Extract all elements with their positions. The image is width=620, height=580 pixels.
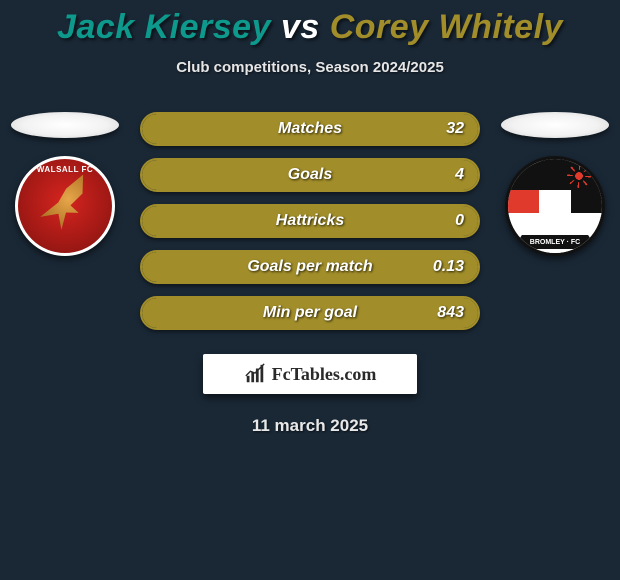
player2-name: Corey Whitely <box>330 8 563 46</box>
subtitle: Club competitions, Season 2024/2025 <box>0 59 620 76</box>
date-text: 11 march 2025 <box>0 416 620 436</box>
stat-bar-goals: Goals 4 <box>140 158 480 192</box>
stat-label: Min per goal <box>263 304 357 322</box>
headline: Jack Kiersey vs Corey Whitely <box>0 8 620 47</box>
stat-bars: Matches 32 Goals 4 Hattricks 0 Goals per… <box>140 112 480 330</box>
fctables-watermark[interactable]: FcTables.com <box>203 354 417 394</box>
right-side: BROMLEY · FC <box>500 112 610 256</box>
player2-value-ellipse <box>501 112 609 138</box>
player1-name: Jack Kiersey <box>57 8 271 46</box>
walsall-crest-icon <box>15 156 115 256</box>
stat-bar-hattricks: Hattricks 0 <box>140 204 480 238</box>
stat-value: 843 <box>437 304 464 322</box>
left-side <box>10 112 120 256</box>
stat-bar-mpg: Min per goal 843 <box>140 296 480 330</box>
vs-text: vs <box>281 8 320 46</box>
main-row: Matches 32 Goals 4 Hattricks 0 Goals per… <box>0 112 620 330</box>
player1-value-ellipse <box>11 112 119 138</box>
stat-value: 0.13 <box>433 258 464 276</box>
stat-label: Goals <box>288 166 332 184</box>
stat-label: Hattricks <box>276 212 344 230</box>
stat-bar-gpm: Goals per match 0.13 <box>140 250 480 284</box>
bromley-crest-icon: BROMLEY · FC <box>505 156 605 256</box>
stat-value: 0 <box>455 212 464 230</box>
stat-bar-matches: Matches 32 <box>140 112 480 146</box>
stat-value: 4 <box>455 166 464 184</box>
stat-label: Goals per match <box>247 258 372 276</box>
comparison-card: Jack Kiersey vs Corey Whitely Club compe… <box>0 0 620 436</box>
watermark-text: FcTables.com <box>272 364 377 385</box>
stat-label: Matches <box>278 120 342 138</box>
stat-value: 32 <box>446 120 464 138</box>
bar-chart-icon <box>244 363 266 385</box>
